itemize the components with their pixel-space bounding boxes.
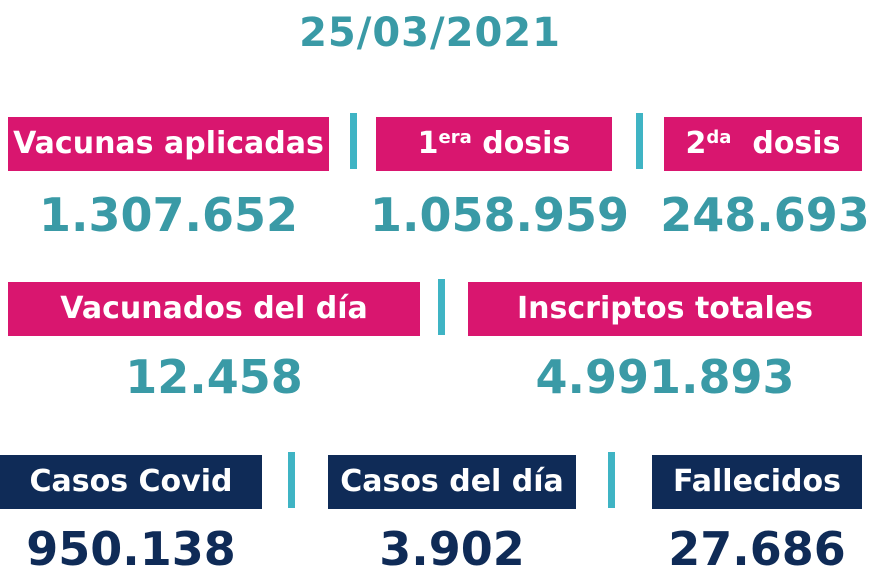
covid-cases-label-text: Casos Covid: [29, 464, 233, 499]
report-date: 25/03/2021: [299, 10, 561, 56]
covid-cases-value: 950.138: [26, 522, 236, 576]
deaths-label: Fallecidos: [652, 455, 862, 509]
applied-vaccines-value: 1.307.652: [39, 188, 298, 242]
separator: [608, 452, 615, 508]
applied-vaccines-label: Vacunas aplicadas: [8, 117, 329, 171]
second-dose-label-sup: da: [706, 127, 732, 148]
first-dose-label-num: 1: [417, 126, 439, 161]
vaccinated-today-value: 12.458: [125, 350, 303, 404]
second-dose-label-rest: dosis: [731, 126, 841, 161]
first-dose-label: 1era dosis: [376, 117, 612, 171]
cases-today-value: 3.902: [379, 522, 525, 576]
second-dose-label-num: 2: [685, 126, 707, 161]
registered-total-label-text: Inscriptos totales: [517, 291, 813, 326]
cases-today-label-text: Casos del día: [340, 464, 564, 499]
deaths-value: 27.686: [668, 522, 846, 576]
cases-today-label: Casos del día: [328, 455, 576, 509]
registered-total-label: Inscriptos totales: [468, 282, 862, 336]
registered-total-value: 4.991.893: [535, 350, 795, 404]
second-dose-label: 2da dosis: [664, 117, 862, 171]
deaths-label-text: Fallecidos: [673, 464, 841, 499]
vaccinated-today-label-text: Vacunados del día: [60, 291, 368, 326]
covid-cases-label: Casos Covid: [0, 455, 262, 509]
first-dose-label-rest: dosis: [471, 126, 571, 161]
separator: [288, 452, 295, 508]
first-dose-value: 1.058.959: [370, 188, 629, 242]
applied-vaccines-label-text: Vacunas aplicadas: [13, 126, 324, 161]
separator: [350, 113, 357, 169]
separator: [636, 113, 643, 169]
first-dose-label-sup: era: [438, 127, 472, 148]
vaccinated-today-label: Vacunados del día: [8, 282, 420, 336]
second-dose-value: 248.693: [660, 188, 870, 242]
separator: [438, 279, 445, 335]
